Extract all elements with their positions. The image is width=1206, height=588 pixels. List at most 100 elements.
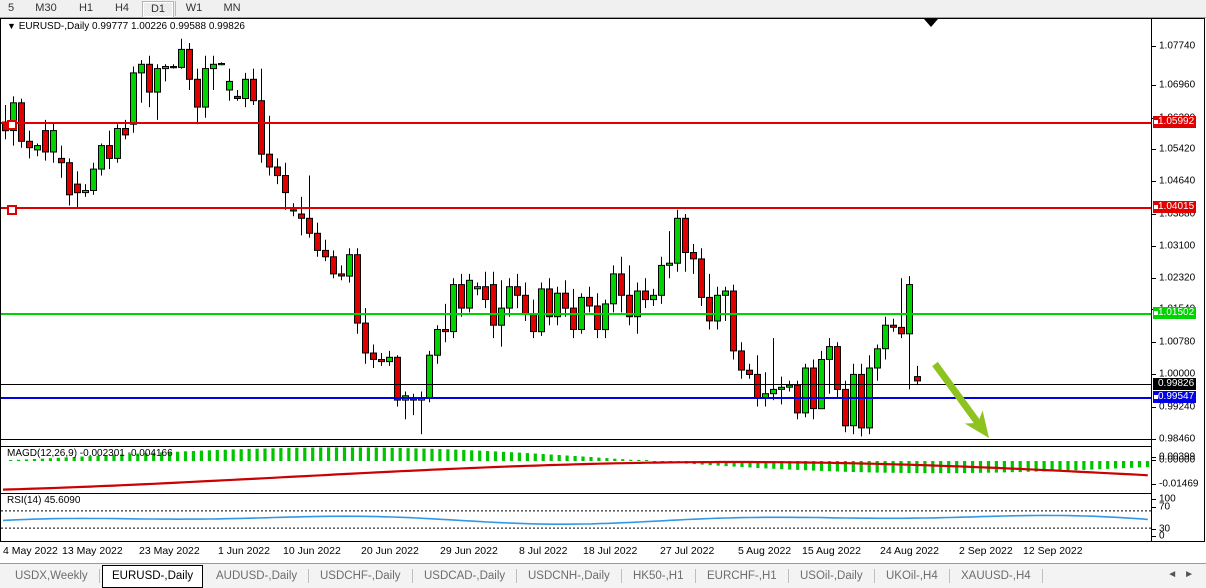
candle-body [506,286,513,309]
macd-histogram-bar [1137,461,1142,468]
macd-histogram-bar [756,461,760,468]
chart-tab-xauusd-h4[interactable]: XAUUSD-,H4 [961,570,1031,582]
axis-tick-mark [1152,342,1156,343]
timeframe-button-h1[interactable]: H1 [78,2,94,14]
candle-body [298,213,305,219]
timeframe-button-mn[interactable]: MN [223,2,241,14]
macd-histogram-bar [1002,461,1006,473]
chart-tab-eurusd-daily[interactable]: EURUSD-,Daily [102,565,204,588]
price-pane[interactable]: ▼ EURUSD-,Daily 0.99777 1.00226 0.99588 … [1,19,1151,445]
macd-histogram-bar [430,448,434,461]
timeframe-button-5[interactable]: 5 [7,2,15,14]
price-level-support-green[interactable] [1,313,1151,315]
chart-tab-ukoil-h4[interactable]: UKOil-,H4 [886,570,938,582]
timeframe-button-m30[interactable]: M30 [35,2,57,14]
chart-tab-usoil-daily[interactable]: USOil-,Daily [800,570,863,582]
badge-knob-icon [1154,120,1158,124]
price-level-resistance-lower[interactable] [1,205,1151,215]
macd-histogram-bar [629,459,633,461]
candle-body [602,303,609,331]
macd-histogram-bar [128,454,132,461]
timeframe-button-h4[interactable]: H4 [114,2,130,14]
price-axis[interactable]: 1.077401.069601.062001.054201.046401.038… [1151,19,1204,542]
timeframe-button-d1[interactable]: D1 [142,1,174,18]
macd-histogram-bar [907,461,911,473]
chart-tab-hk50-h1[interactable]: HK50-,H1 [633,570,684,582]
macd-histogram-bar [653,461,657,462]
toolbar-separator [175,1,176,16]
macd-histogram-bar [406,448,410,461]
timeframe-button-w1[interactable]: W1 [185,2,203,14]
chart-frame[interactable]: ▼ EURUSD-,Daily 0.99777 1.00226 0.99588 … [0,18,1205,542]
macd-histogram-bar [303,447,307,461]
price-level-bid-line[interactable] [1,384,1151,385]
chart-tab-usdcad-daily[interactable]: USDCAD-,Daily [424,570,506,582]
macd-histogram-bar [605,458,609,461]
rsi-pane[interactable]: RSI(14) 45.6090 [1,493,1151,543]
macd-histogram-bar [732,461,736,467]
candle-body [434,329,441,356]
axis-tick-mark [1152,536,1156,537]
candle-body [786,384,793,388]
candle-body [626,294,633,318]
axis-tick-mark [1152,246,1156,247]
candle-body [370,352,377,360]
price-badge[interactable]: 1.01502 [1153,307,1197,319]
macd-histogram-bar [637,460,641,461]
candle-body [746,369,753,376]
candle-body [650,294,657,301]
time-axis-label: 24 Aug 2022 [880,545,939,557]
macd-histogram-bar [24,459,29,461]
tab-scroll-arrows[interactable]: ◄► [1167,569,1201,580]
candle-body [810,367,817,410]
tab-separator [99,569,100,583]
macd-histogram-bar [374,447,378,461]
tab-separator [788,569,789,583]
candle-body [666,262,673,266]
macd-histogram-bar [247,448,251,461]
chart-tab-eurchf-h1[interactable]: EURCHF-,H1 [707,570,777,582]
down-trend-arrow[interactable] [1,19,1151,445]
macd-histogram-bar [350,447,355,461]
rsi-axis-tick-label: 70 [1159,501,1171,513]
collapse-arrow-icon[interactable]: ▼ [7,21,16,31]
macd-histogram-bar [541,454,545,461]
price-badge[interactable]: 1.05992 [1153,116,1197,128]
candle-body [186,48,193,80]
rsi-axis-tick-label: 30 [1159,523,1171,535]
time-axis-label: 15 Aug 2022 [802,545,861,557]
price-axis-tick-label: 1.04640 [1159,175,1196,187]
candle-body [178,48,185,68]
macd-histogram-bar [56,457,60,461]
candle-body [722,290,729,296]
chart-tab-usdchf-daily[interactable]: USDCHF-,Daily [320,570,401,582]
axis-tick-mark [1152,499,1156,500]
price-level-ask-line[interactable] [1,397,1151,399]
level-anchor-handle[interactable] [7,120,17,130]
price-badge[interactable]: 0.99547 [1153,391,1197,403]
price-badge[interactable]: 0.99826 [1153,378,1197,390]
macd-histogram-bar [1058,461,1062,471]
rsi-axis-tick-label: 0 [1159,530,1165,542]
chart-tab-usdcnh-daily[interactable]: USDCNH-,Daily [528,570,610,582]
macd-pane[interactable]: MAGD(12,26,9) -0.002301 -0.004166 [1,446,1151,493]
macd-histogram-bar [279,448,283,461]
price-level-range-low-a[interactable] [1,439,1151,440]
price-level-resistance-upper[interactable] [1,120,1151,130]
time-axis: 4 May 2022 13 May 2022 23 May 2022 1 Jun 20… [0,543,1206,561]
price-badge[interactable]: 1.04015 [1153,201,1197,213]
arrow-shape[interactable] [932,361,989,438]
macd-histogram-bar [160,452,164,461]
macd-histogram-bar [915,461,919,474]
axis-tick-mark [1152,457,1156,458]
candle-body [778,386,785,390]
chart-tab-usdx-weekly[interactable]: USDX,Weekly [15,570,88,582]
price-axis-tick-label: 1.00780 [1159,336,1196,348]
axis-tick-mark [1152,181,1156,182]
chart-tab-audusd-daily[interactable]: AUDUSD-,Daily [216,570,298,582]
candle-body [98,145,105,170]
macd-histogram-bar [565,455,569,461]
tab-separator [308,569,309,583]
level-anchor-handle[interactable] [7,205,17,215]
chart-tabbar[interactable]: ◄► USDX,Weekly EURUSD-,Daily AUDUSD-,Daily… [0,563,1206,588]
